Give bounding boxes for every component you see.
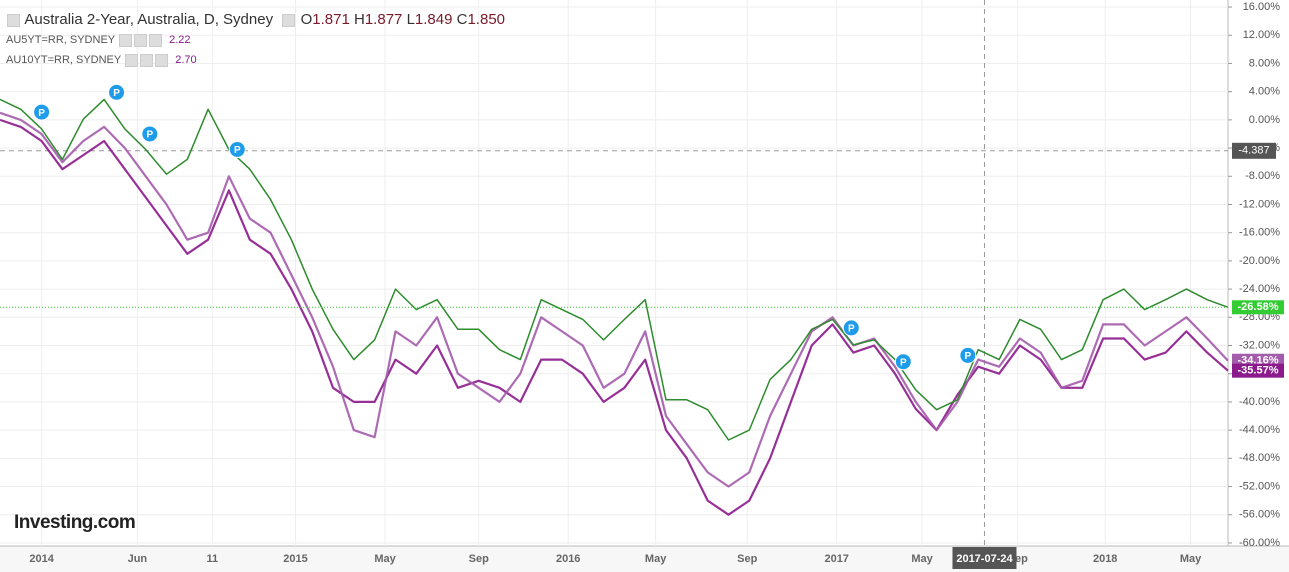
y-tick-label: 16.00%	[1243, 1, 1281, 13]
marker	[228, 140, 246, 158]
x-tick-label: 11	[206, 553, 218, 565]
marker-label: P	[147, 130, 154, 141]
y-tick-label: 12.00%	[1243, 29, 1281, 41]
marker-label: P	[848, 324, 855, 335]
last-label: -34.16%	[1238, 355, 1279, 367]
crosshair-x-label: 2017-07-24	[956, 553, 1013, 565]
y-tick-label: -32.00%	[1239, 339, 1280, 351]
series-name: AU5YT=RR, SYDNEY	[6, 34, 115, 46]
x-tick-label: May	[645, 553, 667, 565]
x-tick-label: 2015	[283, 553, 307, 565]
x-tick-label: Sep	[469, 553, 489, 565]
x-tick-label: 2016	[556, 553, 580, 565]
legend-series: AU5YT=RR, SYDNEY 2.22	[6, 30, 505, 50]
x-tick-label: 2014	[29, 553, 54, 565]
last-label: -35.57%	[1238, 365, 1279, 377]
legend-series: AU10YT=RR, SYDNEY 2.70	[6, 50, 505, 70]
x-tick-label: 2017	[824, 553, 848, 565]
series-name: AU10YT=RR, SYDNEY	[6, 54, 122, 66]
y-tick-label: -40.00%	[1239, 396, 1280, 408]
series-last: 2.22	[169, 34, 191, 46]
y-tick-label: -8.00%	[1245, 170, 1280, 182]
marker-label: P	[964, 351, 971, 362]
y-tick-label: -16.00%	[1239, 227, 1280, 239]
marker-label: P	[113, 88, 120, 99]
series-line	[0, 118, 1229, 516]
marker	[141, 125, 159, 143]
x-tick-label: May	[1180, 553, 1202, 565]
ohlc-label: H	[354, 11, 365, 28]
y-tick-label: -20.00%	[1239, 255, 1280, 267]
marker-label: P	[38, 108, 45, 119]
y-tick-label: 8.00%	[1249, 57, 1280, 69]
last-box	[1232, 363, 1284, 378]
y-tick-label: 4.00%	[1249, 86, 1280, 98]
marker	[894, 353, 912, 371]
ohlc-label: L	[406, 11, 415, 28]
series-line	[0, 111, 1229, 488]
x-tick-label: Jun	[128, 553, 148, 565]
y-tick-label: -12.00%	[1239, 198, 1280, 210]
marker-label: P	[234, 145, 241, 156]
series-line	[0, 98, 1229, 441]
title: Australia 2-Year, Australia, D, Sydney	[24, 11, 274, 28]
marker	[842, 319, 860, 337]
crosshair-y-box	[1232, 142, 1276, 159]
x-tick-label: May	[911, 553, 933, 565]
ohlc-value: 1.877	[364, 11, 403, 28]
ohlc-value: 1.871	[312, 11, 350, 28]
legend: Australia 2-Year, Australia, D, Sydney O…	[6, 10, 505, 70]
crosshair-y-label: -4.387	[1238, 145, 1269, 157]
y-tick-label: -44.00%	[1239, 424, 1280, 436]
marker	[33, 103, 51, 121]
last-label: -26.58%	[1238, 301, 1279, 313]
legend-main: Australia 2-Year, Australia, D, Sydney O…	[6, 10, 505, 30]
marker-label: P	[900, 357, 907, 368]
x-tick-label: Sep	[737, 553, 757, 565]
y-tick-label: -60.00%	[1239, 537, 1280, 549]
ohlc-value: 1.850	[467, 11, 506, 28]
ohlc-label: C	[456, 11, 468, 28]
y-tick-label: -56.00%	[1239, 509, 1280, 521]
series-last: 2.70	[175, 54, 197, 66]
logo: Investing.com	[14, 512, 136, 533]
y-tick-label: -24.00%	[1239, 283, 1280, 295]
y-tick-label: -48.00%	[1239, 452, 1280, 464]
y-tick-label: -52.00%	[1239, 480, 1280, 492]
axis-strip	[0, 546, 1289, 572]
x-tick-label: May	[374, 553, 396, 565]
marker	[959, 346, 977, 364]
crosshair-x-box	[952, 547, 1017, 569]
last-box	[1232, 300, 1284, 315]
marker	[108, 83, 126, 101]
ohlc-label: O	[300, 11, 313, 28]
x-tick-label: 2018	[1093, 553, 1117, 565]
ohlc-value: 1.849	[414, 11, 453, 28]
y-tick-label: 0.00%	[1249, 114, 1280, 126]
